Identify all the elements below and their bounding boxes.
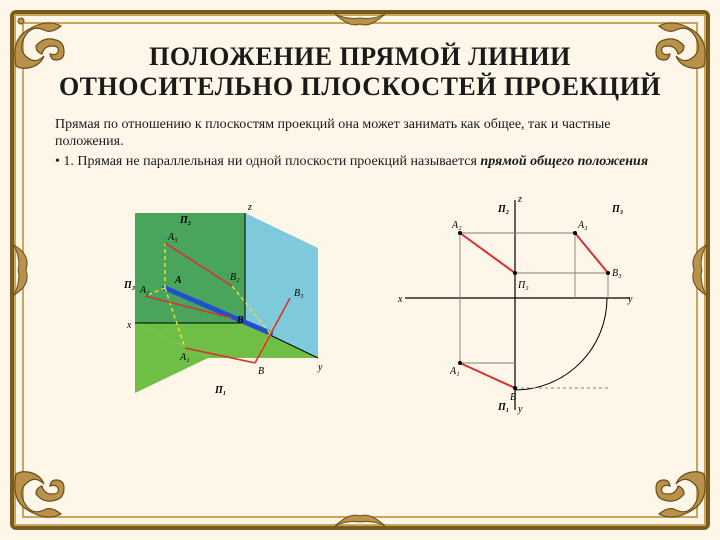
svg-text:B: B xyxy=(236,315,244,326)
svg-text:П₃: П₃ xyxy=(517,280,529,291)
body-text: Прямая по отношению к плоскостям проекци… xyxy=(55,116,665,171)
definition-bullet: 1. Прямая не параллельная ни одной плоск… xyxy=(55,153,665,171)
svg-text:x: x xyxy=(126,320,132,331)
svg-text:П₂: П₂ xyxy=(497,204,509,215)
svg-text:A₁: A₁ xyxy=(449,366,460,377)
svg-text:A₂: A₂ xyxy=(451,220,462,231)
svg-text:A₃: A₃ xyxy=(167,232,178,243)
figures-row: A₂ A₃ A₁ B₂ B₃ B П₃ П₂ П₁ x z y A B xyxy=(55,188,665,438)
svg-text:y: y xyxy=(317,362,323,373)
slide-title: ПОЛОЖЕНИЕ ПРЯМОЙ ЛИНИИ ОТНОСИТЕЛЬНО ПЛОС… xyxy=(55,42,665,102)
svg-text:П₁: П₁ xyxy=(214,385,226,396)
svg-text:B: B xyxy=(510,392,516,403)
svg-text:A₃: A₃ xyxy=(577,220,588,231)
svg-text:П₃: П₃ xyxy=(611,204,623,215)
svg-text:B₂: B₂ xyxy=(230,272,240,283)
intro-paragraph: Прямая по отношению к плоскостям проекци… xyxy=(55,116,665,151)
svg-text:A₁: A₁ xyxy=(179,352,190,363)
svg-text:П₂: П₂ xyxy=(179,215,191,226)
bullet-term: прямой общего положения xyxy=(480,154,648,169)
svg-text:z: z xyxy=(247,202,252,213)
svg-text:y: y xyxy=(517,404,523,415)
bullet-lead: 1. Прямая не параллельная ни одной плоск… xyxy=(63,154,480,169)
svg-text:A₂: A₂ xyxy=(139,285,150,296)
svg-text:z: z xyxy=(517,194,522,205)
svg-text:П₁: П₁ xyxy=(497,402,509,413)
figure-3d-projection: A₂ A₃ A₁ B₂ B₃ B П₃ П₂ П₁ x z y A B xyxy=(80,188,330,418)
figure-epure-diagram: A₂ A₃ B₃ A₁ П₃ B x y y z П₂ П₃ П₁ xyxy=(390,188,640,418)
svg-text:B₃: B₃ xyxy=(294,288,304,299)
svg-text:B: B xyxy=(258,366,264,377)
svg-text:B₃: B₃ xyxy=(612,268,622,279)
svg-text:y: y xyxy=(627,294,633,305)
svg-text:П₃: П₃ xyxy=(123,280,135,291)
svg-text:x: x xyxy=(397,294,403,305)
svg-text:A: A xyxy=(174,275,182,286)
slide-content: ПОЛОЖЕНИЕ ПРЯМОЙ ЛИНИИ ОТНОСИТЕЛЬНО ПЛОС… xyxy=(55,42,665,498)
